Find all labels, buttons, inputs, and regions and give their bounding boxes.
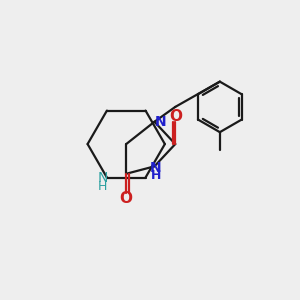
Text: N: N	[150, 161, 162, 175]
Text: H: H	[98, 180, 107, 193]
Text: H: H	[151, 169, 161, 182]
Text: O: O	[120, 191, 133, 206]
Text: N: N	[155, 115, 167, 129]
Text: N: N	[97, 171, 108, 185]
Text: O: O	[169, 109, 182, 124]
